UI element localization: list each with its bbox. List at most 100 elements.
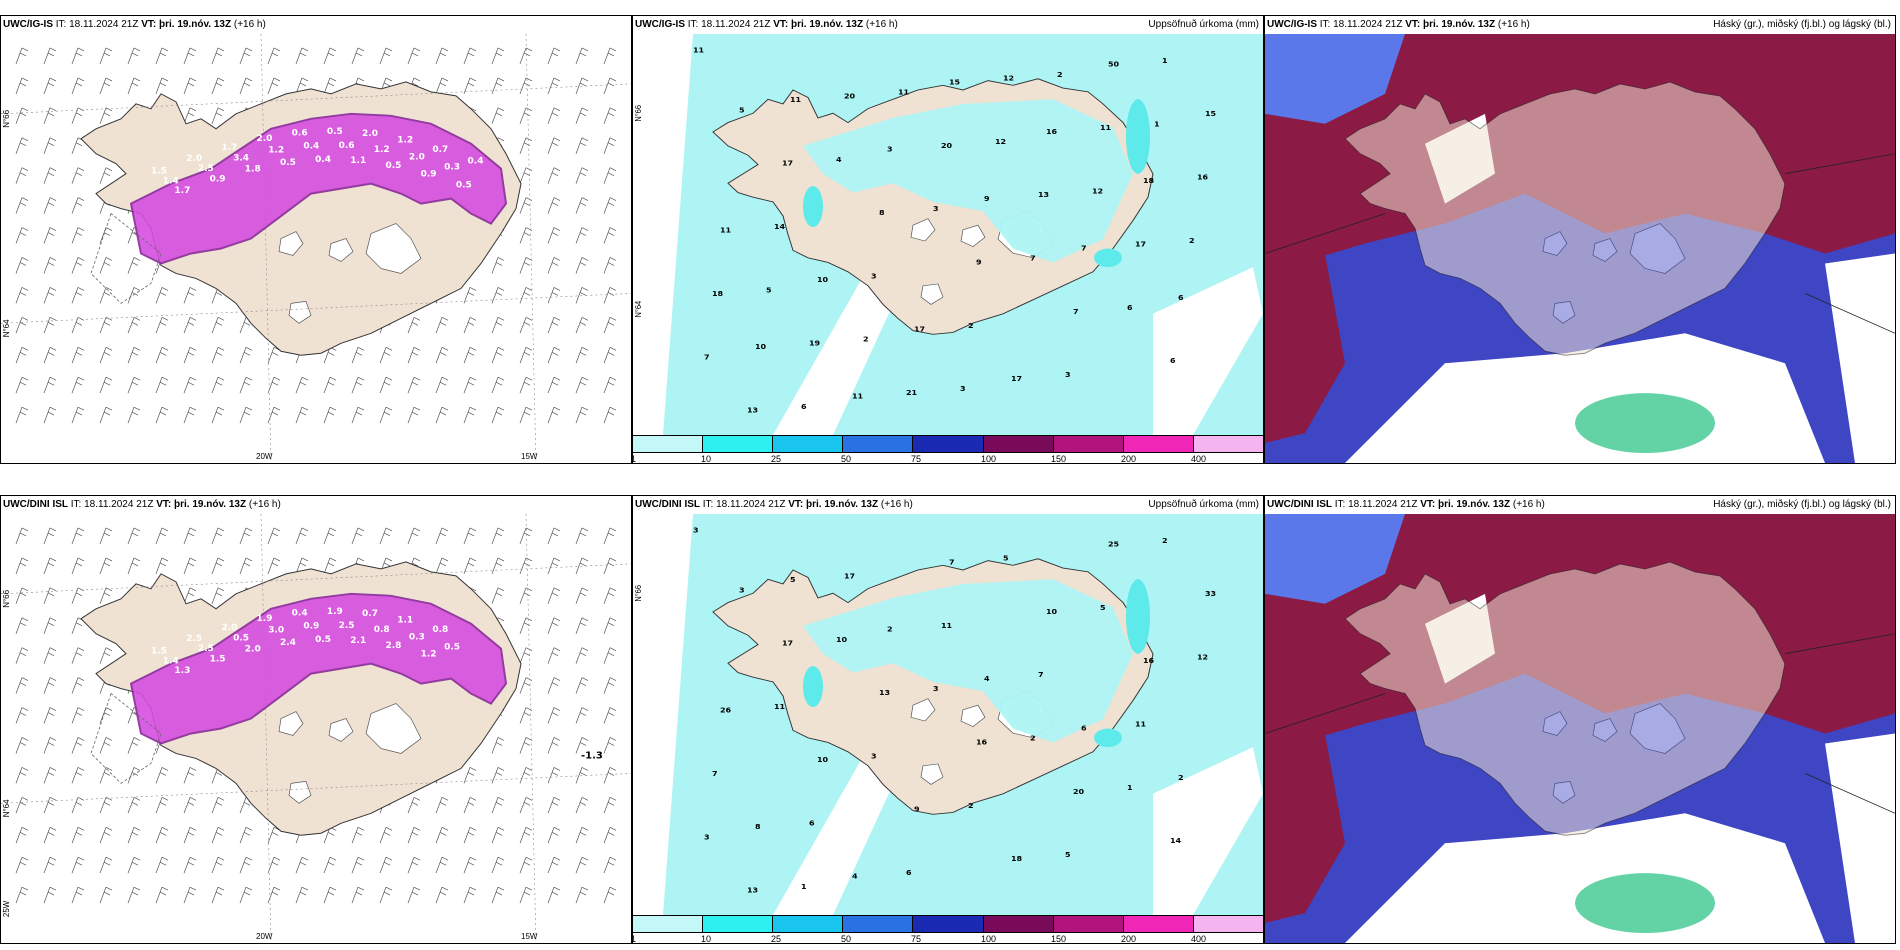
value-label: 1.4 (163, 656, 179, 666)
glacier (278, 231, 304, 256)
value-label: 8 (755, 822, 761, 831)
value-label: 1 (1154, 120, 1160, 129)
map-svg[interactable]: 3524628471016261091825331713162014131711… (633, 514, 1263, 915)
colorbar-cells (633, 435, 1263, 453)
map-svg[interactable]: 1.51.41.72.02.50.91.73.41.82.01.20.50.60… (1, 34, 631, 463)
glacier (288, 780, 312, 804)
value-label: 25 (1108, 540, 1119, 549)
value-label: 3 (871, 272, 877, 281)
value-label: 0.5 (327, 127, 343, 137)
value-label: 2.0 (257, 134, 273, 144)
colorbar-label: 1 (633, 934, 636, 943)
value-label: 3 (933, 204, 939, 213)
hatched-area (90, 212, 162, 304)
value-label: 1.5 (151, 647, 167, 657)
value-label: 2 (1189, 236, 1195, 245)
value-label: 12 (995, 137, 1006, 146)
value-label: 4 (852, 872, 858, 881)
lon-label: 20W (256, 932, 273, 941)
lead-time: (+16 h) (1512, 499, 1545, 510)
colorbar: 1 10 25 50 75 100 150 200 400 (633, 915, 1263, 943)
map-svg[interactable] (1265, 34, 1895, 463)
value-label: 0.4 (315, 155, 331, 165)
map-area[interactable]: 1.5 1.4 1.7 2.0 2.5 0.9 1.7 3.4 1.8 2.0 1.2 0.5 0.6 0… (1, 34, 631, 463)
value-label: 2 (863, 335, 869, 344)
value-label: 2.5 (339, 621, 355, 631)
map-area[interactable]: 1.5 1.4 1.3 2.5 2.5 1.5 2.0 0.5 2.0 1.9 3.0 2.4 0.4 0… (1, 514, 631, 943)
value-label: 12 (1092, 187, 1103, 196)
vt-label: VT: (773, 19, 789, 30)
vt-label: VT: (1405, 19, 1421, 30)
glacier (328, 238, 354, 262)
value-label: 1.1 (397, 616, 413, 626)
value-label: 3 (1065, 370, 1071, 379)
vt-value: þri. 19.nóv. 13Z (806, 499, 879, 510)
glacier (1552, 300, 1576, 324)
glacier (1629, 703, 1686, 754)
model-name: UWC/DINI ISL (3, 499, 68, 510)
map-svg[interactable] (1265, 514, 1895, 943)
value-label: 2 (1162, 536, 1168, 545)
value-label: 18 (1143, 176, 1154, 185)
value-label: 2.1 (350, 636, 366, 646)
colorbar-cell (913, 436, 984, 452)
colorbar-label: 150 (1051, 454, 1067, 464)
value-label: 10 (817, 755, 828, 764)
colorbar-cells (633, 915, 1263, 933)
lon-label: 15W (521, 452, 538, 461)
value-label: 2 (1057, 70, 1063, 79)
value-label: 6 (1127, 303, 1133, 312)
value-label: 0.4 (303, 141, 319, 151)
precip-over-land (803, 579, 1133, 743)
lon-label: 25W (2, 900, 11, 917)
value-label: 7 (949, 558, 955, 567)
high-cloud-green (1575, 873, 1715, 934)
value-label: 13 (1038, 190, 1049, 199)
glacier (910, 698, 936, 722)
map-area[interactable] (1265, 514, 1895, 943)
map-area[interactable]: 3 5 2 4 6 2 8 4 7 10 16 26 10 9 18 25 33 17 13 16 20 14 13 17 11… (633, 514, 1263, 915)
map-svg[interactable]: 1111397610111516181110171750151789761320… (633, 34, 1263, 435)
iceland-landmass (1344, 81, 1786, 356)
value-label: 1.5 (210, 654, 226, 664)
value-label: 17 (782, 159, 793, 168)
value-label: 1.9 (327, 607, 343, 617)
colorbar-labels: 1 10 25 50 75 100 150 200 400 (633, 933, 1263, 943)
glacier (278, 711, 304, 736)
map-area[interactable] (1265, 34, 1895, 463)
map-border-lines (1265, 153, 1895, 334)
vt-label: VT: (141, 19, 157, 30)
it-label: IT: (687, 19, 699, 30)
model-name: UWC/IG-IS (3, 19, 53, 30)
value-label: 6 (1170, 356, 1176, 365)
value-label: 11 (1100, 123, 1111, 132)
value-label: 5 (1065, 850, 1071, 859)
value-label: 19 (809, 339, 820, 348)
value-label: 11 (941, 621, 952, 630)
value-label: 14 (774, 222, 786, 231)
colorbar-cell (913, 916, 984, 932)
colorbar: 1 10 25 50 75 100 150 200 400 (633, 435, 1263, 463)
colorbar-label: 50 (841, 454, 852, 464)
value-label: 3 (739, 586, 745, 595)
value-label: 0.5 (456, 180, 472, 190)
lat-label: N°64 (2, 799, 11, 817)
vt-value: þri. 19.nóv. 13Z (791, 19, 864, 30)
value-label: 2 (1030, 734, 1036, 743)
value-label: 10 (836, 635, 847, 644)
value-label: 6 (809, 819, 815, 828)
value-label: 16 (1046, 127, 1057, 136)
colorbar-cell (773, 436, 844, 452)
map-svg[interactable]: 1.51.41.32.52.51.52.00.52.01.93.02.40.40… (1, 514, 631, 943)
lat-label: N°66 (2, 109, 11, 127)
glacier (365, 703, 422, 754)
map-area[interactable]: 11 11 3 9 7 6 10 11 15 16 18 11 10 17 17 50 15 17 8 9 7 6 13 20… (633, 34, 1263, 435)
it-label: IT: (1334, 499, 1346, 510)
value-label: 5 (766, 286, 772, 295)
value-label: 20 (941, 141, 952, 150)
colorbar-cell (1123, 916, 1194, 932)
panel-dini-clouds: UWC/DINI ISL IT: 18.11.2024 21Z VT: þri.… (1264, 495, 1896, 944)
value-label: 9 (984, 194, 990, 203)
colorbar-label: 1 (633, 454, 636, 463)
